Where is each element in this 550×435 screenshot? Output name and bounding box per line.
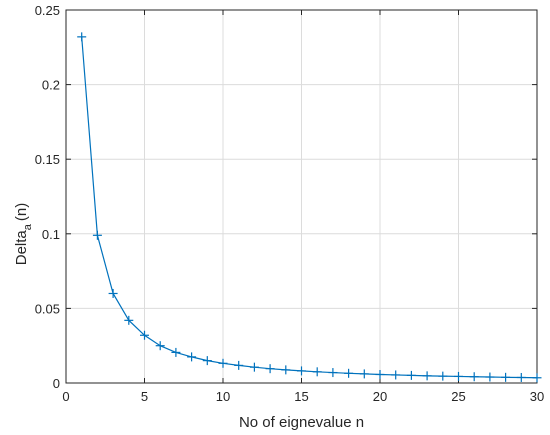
series-line (81, 36, 538, 379)
data-point-marker (297, 366, 306, 376)
data-point-marker (171, 347, 181, 357)
y-tick-label: 0 (53, 376, 60, 391)
data-point-marker (469, 372, 479, 382)
data-point-marker (312, 367, 322, 377)
data-point-marker (124, 315, 134, 325)
y-axis-label: Deltaa (n) (13, 203, 34, 266)
x-tick-label: 5 (141, 389, 148, 404)
y-tick-label: 0.1 (42, 227, 60, 242)
data-point-marker (218, 358, 228, 368)
data-point-marker (92, 230, 102, 240)
data-point-marker (187, 352, 197, 362)
data-point-marker (328, 368, 338, 378)
y-tick-label: 0.15 (35, 152, 60, 167)
y-tick-label: 0.25 (35, 3, 60, 18)
x-tick-label: 10 (216, 389, 230, 404)
y-axis-label-subscript: a (22, 223, 34, 230)
x-tick-label: 15 (294, 389, 308, 404)
data-point-marker (406, 370, 416, 380)
data-point-marker (375, 369, 385, 379)
data-point-marker (454, 371, 463, 381)
data-point-marker (359, 369, 369, 379)
y-tick-label: 0.2 (42, 78, 60, 93)
data-point-marker (516, 372, 526, 382)
data-point-marker (77, 32, 87, 42)
data-point-marker (344, 368, 354, 378)
series-group (77, 32, 542, 383)
data-point-marker (155, 341, 165, 351)
data-point-marker (532, 373, 542, 383)
x-tick-label: 20 (373, 389, 387, 404)
data-point-marker (202, 356, 212, 366)
data-point-marker (501, 372, 511, 382)
x-tick-label: 25 (451, 389, 465, 404)
data-point-marker (485, 372, 495, 382)
data-point-marker (140, 330, 149, 340)
data-point-marker (249, 362, 259, 372)
data-point-marker (234, 360, 244, 370)
data-point-marker (108, 288, 118, 298)
data-point-marker (438, 371, 448, 381)
data-point-marker (422, 371, 432, 381)
y-axis-label-suffix: (n) (13, 203, 30, 221)
data-point-marker (265, 364, 275, 374)
x-axis-label: No of eignevalue n (239, 414, 364, 431)
x-tick-label: 0 (62, 389, 69, 404)
x-tick-label: 30 (530, 389, 544, 404)
y-tick-label: 0.05 (35, 301, 60, 316)
data-point-marker (391, 370, 401, 380)
ticks: 0 5 10 15 20 25 30 0 0.05 0.1 0.15 0.2 0.25 (35, 3, 545, 404)
y-axis-label-main: Delta (13, 230, 30, 266)
data-point-marker (281, 365, 291, 375)
